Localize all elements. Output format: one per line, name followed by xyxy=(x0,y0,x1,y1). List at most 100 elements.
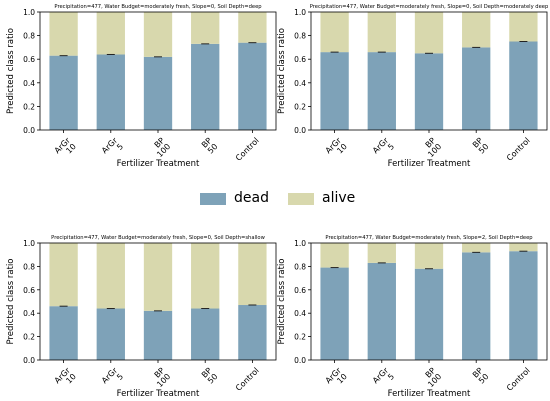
y-tick-label: 0.0 xyxy=(23,356,35,365)
x-tick-label: BP50 xyxy=(200,366,220,386)
y-tick-label: 0.8 xyxy=(294,262,306,271)
bar-dead xyxy=(49,55,78,130)
plot-frame xyxy=(310,242,548,361)
y-axis-label: Predicted class ratio xyxy=(6,258,16,344)
bar-alive xyxy=(191,12,220,44)
y-tick-label: 0.6 xyxy=(294,55,306,64)
x-tick-label: ArGr10 xyxy=(324,366,350,392)
bar-alive xyxy=(414,12,444,54)
bar-dead xyxy=(143,56,173,131)
y-tick-label: 0.2 xyxy=(23,333,35,342)
bar-alive xyxy=(509,12,538,42)
x-tick-label: ArGr10 xyxy=(53,366,79,392)
chart-panel-2: Precipitation=477, Water Budget=moderate… xyxy=(277,4,549,169)
chart-title: Precipitation=477, Water Budget=moderate… xyxy=(310,4,549,10)
legend: dead alive xyxy=(200,190,360,209)
x-axis-label: Fertilizer Treatment xyxy=(388,159,471,169)
bar-alive xyxy=(320,243,349,268)
x-tick-label: BP50 xyxy=(471,366,491,386)
y-tick-label: 0.2 xyxy=(23,102,35,111)
bar-dead xyxy=(320,52,349,131)
x-axis-label: Fertilizer Treatment xyxy=(388,389,471,399)
bar-dead xyxy=(238,305,267,360)
y-tick-label: 0.4 xyxy=(23,309,35,318)
y-axis-label: Predicted class ratio xyxy=(6,28,16,114)
x-tick-label: ArGr10 xyxy=(53,136,79,162)
bar-alive xyxy=(509,243,538,252)
legend-swatch-dead xyxy=(200,193,226,205)
x-tick-label: ArGr5 xyxy=(371,366,397,392)
plot-frame xyxy=(39,242,277,361)
y-tick-label: 0.0 xyxy=(23,126,35,135)
bar-alive xyxy=(414,243,444,269)
x-tick-label: BP100 xyxy=(149,366,172,389)
x-tick-label: BP100 xyxy=(149,136,172,159)
x-tick-label: Control xyxy=(505,366,532,393)
bar-dead xyxy=(191,308,220,360)
chart-title: Precipitation=477, Water Budget=moderate… xyxy=(325,235,533,241)
y-tick-label: 1.0 xyxy=(294,8,306,17)
bar-dead xyxy=(96,54,125,131)
chart-title: Precipitation=477, Water Budget=moderate… xyxy=(54,4,262,10)
bar-alive xyxy=(462,243,491,253)
bar-dead xyxy=(49,306,78,360)
bar-dead xyxy=(367,52,396,131)
y-tick-label: 0.4 xyxy=(294,79,306,88)
bar-alive xyxy=(96,12,125,55)
y-tick-label: 0.0 xyxy=(294,126,306,135)
bar-dead xyxy=(414,53,444,130)
y-tick-label: 0.2 xyxy=(294,333,306,342)
plot-frame xyxy=(310,11,548,131)
y-tick-label: 1.0 xyxy=(23,8,35,17)
y-axis-label: Predicted class ratio xyxy=(277,28,287,114)
bar-alive xyxy=(143,243,173,311)
bar-dead xyxy=(462,252,491,360)
x-tick-label: BP50 xyxy=(200,136,220,156)
y-tick-label: 0.6 xyxy=(23,286,35,295)
bar-alive xyxy=(462,12,491,48)
plot-frame xyxy=(39,11,277,131)
x-tick-label: Control xyxy=(234,366,261,393)
x-tick-label: ArGr5 xyxy=(100,366,126,392)
y-tick-label: 0.6 xyxy=(23,55,35,64)
bar-dead xyxy=(414,268,444,360)
bar-dead xyxy=(509,251,538,360)
y-tick-label: 1.0 xyxy=(23,239,35,248)
x-tick-label: BP100 xyxy=(420,136,443,159)
x-tick-label: Control xyxy=(234,136,261,163)
y-tick-label: 0.6 xyxy=(294,286,306,295)
bar-alive xyxy=(96,243,125,309)
legend-label-dead: dead xyxy=(234,190,269,206)
bar-dead xyxy=(96,308,125,360)
bar-dead xyxy=(191,43,220,130)
y-tick-label: 0.4 xyxy=(294,309,306,318)
x-tick-label: ArGr5 xyxy=(100,136,126,162)
x-tick-label: BP50 xyxy=(471,136,491,156)
y-tick-label: 0.4 xyxy=(23,79,35,88)
bar-dead xyxy=(143,310,173,360)
bar-dead xyxy=(462,47,491,130)
bar-alive xyxy=(49,12,78,56)
bar-alive xyxy=(191,243,220,309)
bar-alive xyxy=(320,12,349,53)
bar-dead xyxy=(320,267,349,360)
y-tick-label: 1.0 xyxy=(294,239,306,248)
y-axis-label: Predicted class ratio xyxy=(277,258,287,344)
chart-panel-1: Precipitation=477, Water Budget=moderate… xyxy=(6,4,277,169)
y-tick-label: 0.0 xyxy=(294,356,306,365)
y-tick-label: 0.8 xyxy=(23,262,35,271)
x-tick-label: ArGr5 xyxy=(371,136,397,162)
legend-label-alive: alive xyxy=(322,190,356,206)
x-tick-label: ArGr10 xyxy=(324,136,350,162)
bar-alive xyxy=(238,243,267,306)
y-tick-label: 0.8 xyxy=(23,32,35,41)
bar-alive xyxy=(367,12,396,53)
bar-alive xyxy=(238,12,267,43)
x-axis-label: Fertilizer Treatment xyxy=(117,159,200,169)
bar-alive xyxy=(143,12,173,57)
y-tick-label: 0.8 xyxy=(294,32,306,41)
chart-panel-4: Precipitation=477, Water Budget=moderate… xyxy=(277,235,548,399)
x-tick-label: BP100 xyxy=(420,366,443,389)
y-tick-label: 0.2 xyxy=(294,102,306,111)
